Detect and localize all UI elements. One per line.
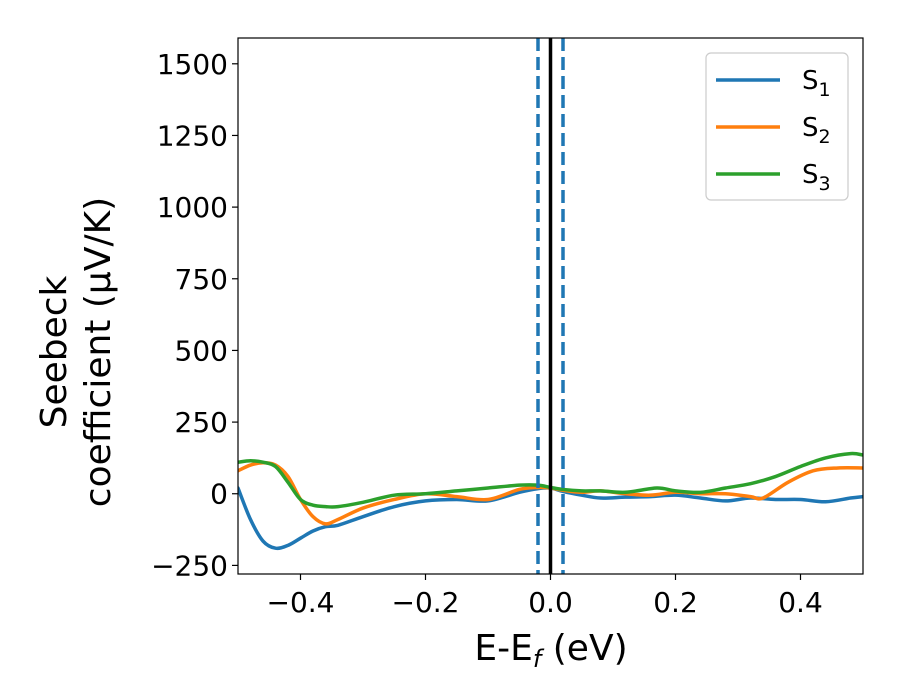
y-tick-label: 750 [175, 263, 228, 296]
y-tick-label: −250 [151, 549, 228, 582]
x-tick-label: −0.2 [392, 586, 460, 619]
axis-ticks: −0.4 −0.2 0.0 0.2 0.4 −250 0 250 500 750 1000 1250 1… [151, 48, 823, 619]
y-tick-label: 250 [175, 406, 228, 439]
y-tick-label: 0 [210, 478, 228, 511]
y-tick-label: 1500 [157, 48, 228, 81]
x-tick-label: 0.2 [653, 586, 698, 619]
x-axis-title-main: E-E [474, 628, 532, 669]
legend-label-s3: S3 [802, 160, 831, 195]
legend: S1 S2 S3 [705, 52, 849, 201]
x-axis-title-unit: (eV) [541, 628, 627, 669]
legend-label-s1: S1 [802, 66, 831, 101]
plot-frame [237, 37, 864, 575]
y-axis-title-line2: coefficient (μV/K) [78, 197, 119, 507]
y-tick-label: 1000 [157, 191, 228, 224]
y-tick-label: 500 [175, 334, 228, 367]
plot-area [238, 38, 863, 574]
x-axis-title: E-Ef (eV) [474, 628, 627, 673]
y-tick-label: 1250 [157, 119, 228, 152]
y-axis-title-line1: Seebeck [34, 275, 75, 428]
legend-label-s2: S2 [802, 113, 831, 148]
x-tick-label: 0.4 [778, 586, 823, 619]
y-axis-title: Seebeck coefficient (μV/K) [34, 197, 119, 507]
x-tick-label: −0.4 [267, 586, 335, 619]
x-tick-label: 0.0 [528, 586, 573, 619]
